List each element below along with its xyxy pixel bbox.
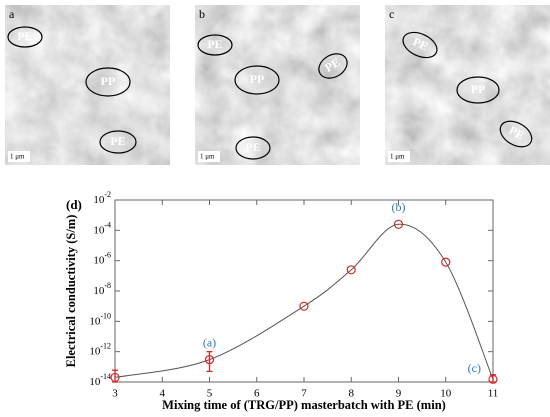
y-tick-label: 10-8 [93, 281, 111, 297]
point-label: (c) [468, 361, 481, 375]
x-tick-label: 9 [396, 388, 402, 400]
region-outline [235, 136, 271, 160]
y-tick-label: 10-12 [89, 341, 111, 357]
x-tick-label: 10 [440, 388, 452, 400]
region-outline [7, 26, 43, 48]
point-label: (b) [392, 200, 406, 214]
panel-label: a [9, 7, 15, 21]
region-label: PP [250, 72, 265, 86]
y-tick-label: 10-14 [89, 372, 111, 388]
scale-bar-label: 1 μm [390, 153, 405, 161]
x-axis-label: Mixing time of (TRG/PP) masterbatch with… [162, 398, 446, 412]
micrograph [385, 5, 550, 165]
marker [393, 219, 404, 229]
region-outline [456, 76, 500, 104]
region-label: PE [17, 29, 32, 43]
y-axis-label: Electrical conductivity (S/m) [64, 215, 78, 368]
y-tick-label: 10-6 [93, 250, 111, 266]
y-tick-label: 10-2 [93, 190, 111, 206]
scale-bar-label: 1 μm [200, 153, 215, 161]
scale-bar-label: 1 μm [10, 153, 25, 161]
region-label: PE [322, 55, 342, 75]
marker [346, 265, 356, 275]
y-tick-label: 10-10 [89, 311, 111, 327]
region-label: PE [207, 37, 222, 51]
x-tick-label: 3 [112, 388, 118, 400]
y-tick-label: 10-4 [93, 220, 111, 236]
region-outline [499, 120, 533, 148]
x-tick-label: 11 [488, 388, 499, 400]
region-label: PE [245, 140, 260, 154]
marker [488, 374, 498, 384]
region-outline [318, 53, 348, 79]
panel-label: c [389, 7, 394, 21]
region-outline [402, 31, 438, 59]
marker [204, 354, 215, 365]
region-label: PE [506, 123, 526, 143]
region-outline [197, 34, 233, 56]
region-outline [234, 65, 280, 95]
marker [441, 257, 451, 267]
region-outline [85, 67, 131, 97]
region-label: PE [411, 34, 431, 53]
plot-frame [114, 199, 494, 383]
region-label: PE [110, 134, 125, 148]
x-tick-label: 5 [207, 388, 213, 400]
marker [299, 301, 309, 311]
x-tick-label: 8 [349, 388, 355, 400]
x-tick-label: 7 [301, 388, 307, 400]
region-label: PP [471, 82, 486, 96]
region-label: PP [101, 74, 116, 88]
x-tick-label: 4 [160, 388, 166, 400]
panel-label: (d) [66, 197, 82, 212]
region-outline [99, 130, 137, 154]
scale-bar-bg [388, 151, 410, 162]
marker [110, 372, 120, 383]
scale-bar-bg [198, 151, 220, 162]
micrograph [5, 5, 170, 165]
scale-bar-bg [8, 151, 30, 162]
panel-label: b [199, 7, 205, 21]
point-label: (a) [203, 335, 216, 349]
x-tick-label: 6 [254, 388, 260, 400]
